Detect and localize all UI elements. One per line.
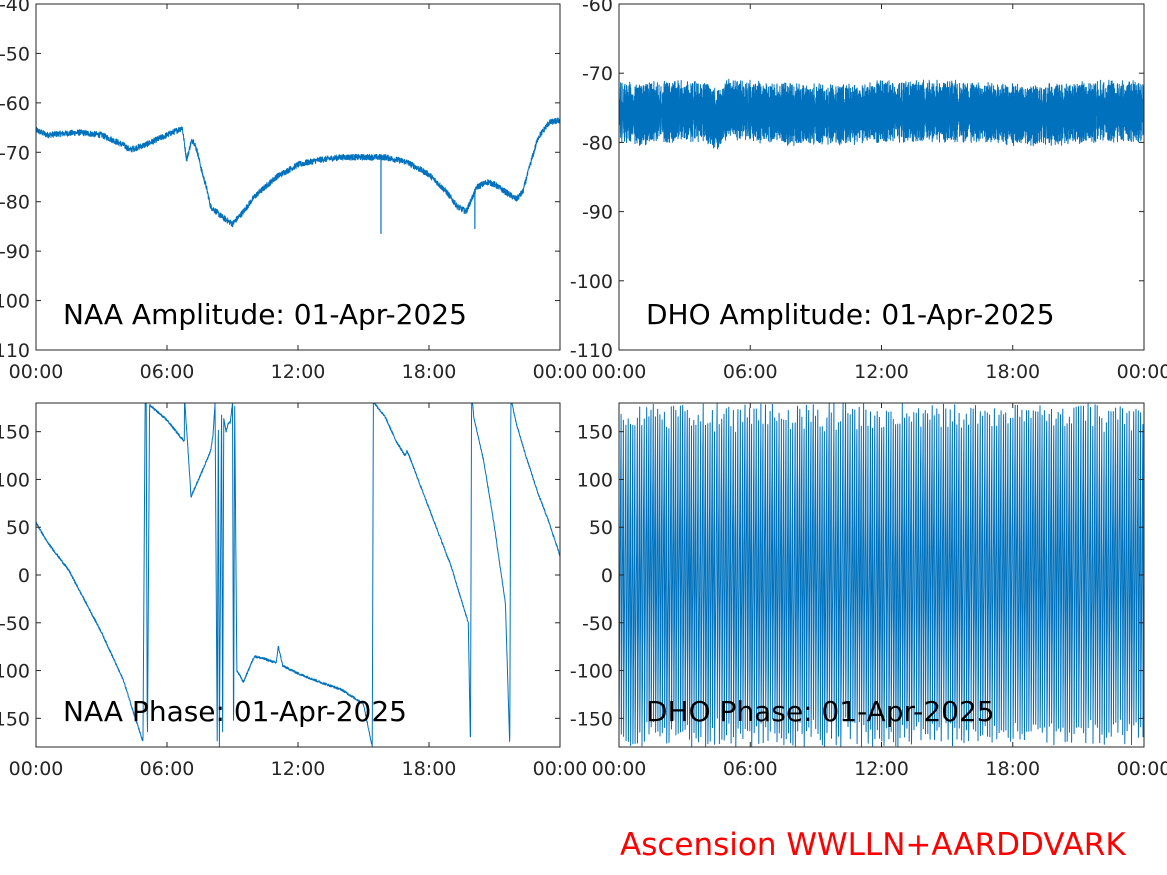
dho-phase-ytick-label: -100 [570,661,613,683]
dho-amp-xtick-label: 00:00 [592,361,647,383]
naa-phase-ytick-label: 0 [18,565,30,587]
dho-amp-ytick-label: -90 [582,202,613,224]
naa-phase-panel: 150 100 50 0 -50 -100 -150 00:00 06:00 12:00 18:00… [0,402,587,780]
dho-phase-xtick-label: 18:00 [985,758,1040,780]
naa-phase-xtick-label: 18:00 [402,758,457,780]
dho-amp-xtick-label: 06:00 [723,361,778,383]
dho-amp-series-line [619,78,1144,150]
naa-amp-title: NAA Amplitude: 01-Apr-2025 [63,298,467,331]
naa-amp-ytick-label: -80 [0,192,30,214]
dho-phase-ytick-label: 0 [601,565,613,587]
dho-phase-title: DHO Phase: 01-Apr-2025 [646,695,995,728]
dho-phase-xtick-label: 00:00 [592,758,647,780]
dho-phase-panel: 150 100 50 0 -50 -100 -150 00:00 06:00 12:00 18:00… [570,402,1167,780]
dho-phase-series-line [619,403,1144,747]
naa-amp-ytick-label: -40 [0,0,30,16]
naa-phase-xtick-label: 12:00 [271,758,326,780]
dho-phase-ytick-label: -50 [582,613,613,635]
naa-amp-xtick-label: 18:00 [402,361,457,383]
naa-phase-ytick-label: 100 [0,469,30,491]
naa-amp-xtick-label: 00:00 [9,361,64,383]
naa-amp-series-line [36,117,560,228]
dho-amp-ytick-label: -60 [582,0,613,16]
naa-phase-ytick-label: -150 [0,708,30,730]
naa-amp-ytick-label: -90 [0,241,30,263]
naa-phase-xtick-label: 00:00 [9,758,64,780]
dho-amp-xtick-label: 18:00 [985,361,1040,383]
dho-amp-xtick-label: 12:00 [854,361,909,383]
naa-phase-ytick-label: -100 [0,661,30,683]
dho-amp-ytick-label: -70 [582,63,613,85]
dho-phase-ytick-label: -150 [570,708,613,730]
dho-phase-ytick-label: 50 [589,517,613,539]
naa-phase-title: NAA Phase: 01-Apr-2025 [63,695,407,728]
naa-phase-ytick-label: 50 [6,517,30,539]
naa-amp-panel: -40-50-60-70-80-90-100-11000:0006:0012:0… [0,0,587,383]
dho-amp-xtick-label: 00:00 [1117,361,1167,383]
naa-amp-ytick-label: -70 [0,142,30,164]
dho-amp-ytick-label: -100 [570,271,613,293]
dho-phase-xtick-label: 00:00 [1117,758,1167,780]
dho-amp-ytick-label: -80 [582,132,613,154]
dho-amp-ytick-label: -110 [570,340,613,362]
dho-phase-ytick-label: 150 [577,422,613,444]
naa-amp-xtick-label: 06:00 [140,361,195,383]
dho-phase-ytick-label: 100 [577,469,613,491]
naa-amp-ytick-label: -100 [0,291,30,313]
naa-amp-ytick-label: -60 [0,93,30,115]
naa-phase-xtick-label: 06:00 [140,758,195,780]
naa-amp-xtick-label: 00:00 [533,361,588,383]
footer-label: Ascension WWLLN+AARDDVARK [620,827,1126,863]
naa-phase-xtick-label: 00:00 [533,758,588,780]
dho-phase-xtick-label: 06:00 [723,758,778,780]
naa-amp-ytick-label: -110 [0,340,30,362]
naa-phase-ytick-label: -50 [0,613,30,635]
naa-amp-ytick-label: -50 [0,43,30,65]
dho-phase-xtick-label: 12:00 [854,758,909,780]
naa-amp-xtick-label: 12:00 [271,361,326,383]
naa-phase-ytick-label: 150 [0,422,30,444]
dho-amp-title: DHO Amplitude: 01-Apr-2025 [646,298,1055,331]
naa-phase-series-line [36,403,560,747]
